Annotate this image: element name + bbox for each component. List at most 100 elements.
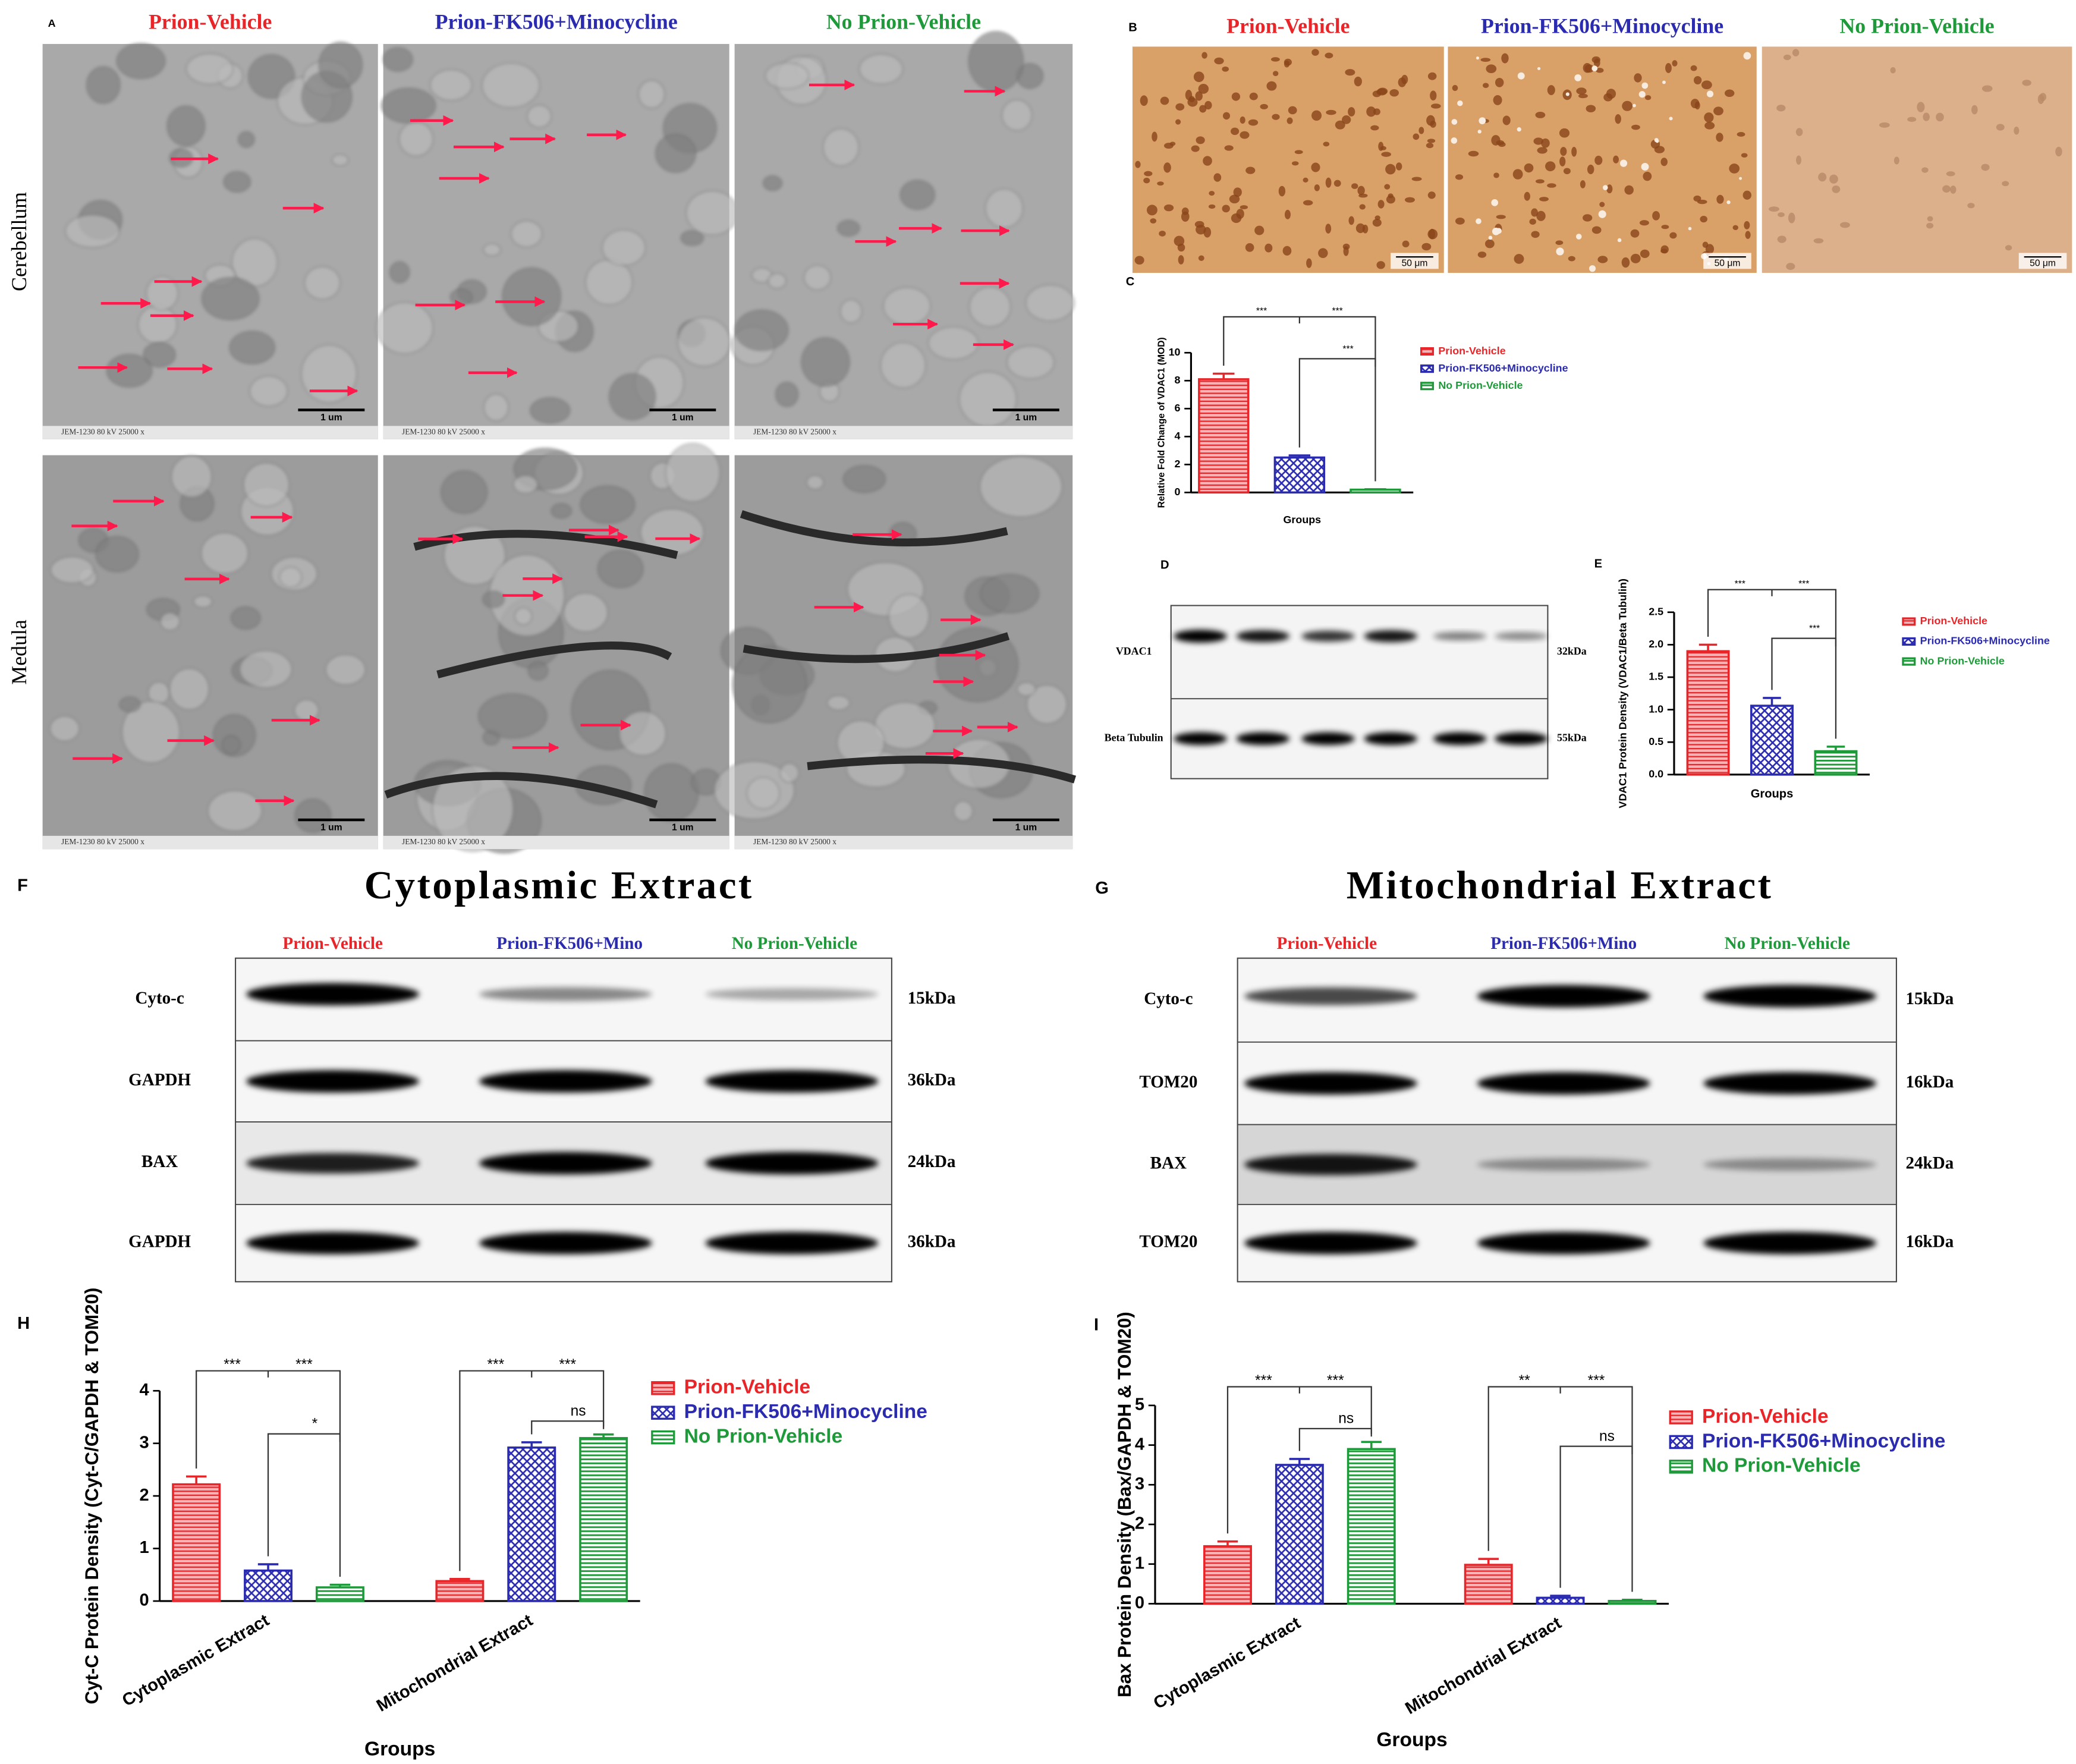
significance: ns [571,1403,586,1419]
organelle [121,700,180,763]
organelle [166,105,206,146]
cell [1927,216,1933,222]
cell [1713,106,1723,116]
cell [1716,194,1724,204]
cell [1477,251,1487,258]
myelin [384,772,658,809]
cell [1187,98,1198,107]
band [1301,732,1355,746]
vacuole [1662,80,1666,84]
cell [1484,239,1495,249]
cell [1333,180,1341,187]
bracket [1707,589,1837,739]
micrograph: JEM-1230 80 kV 25000 x 1 um [42,42,378,439]
band [1477,985,1650,1008]
cell [1209,191,1215,196]
x-axis-label: Groups [364,1738,435,1760]
bracket [1223,316,1376,482]
organelle [968,31,1024,92]
cell [1311,49,1319,56]
x-tick-label: Mitochondrial Extract [1402,1614,1565,1719]
cell [1879,122,1890,128]
organelle [429,69,473,101]
significance: ns [1599,1428,1615,1444]
organelle [665,443,721,502]
cell [1429,228,1435,240]
cell [1291,161,1299,166]
cell [1493,95,1502,105]
cell [1351,183,1358,189]
organelle [243,463,290,507]
organelle [985,188,1024,228]
organelle [806,475,824,490]
y-tick-label: 0.5 [1649,735,1663,747]
bar [244,1569,293,1602]
panel-label: C [1126,275,1135,288]
cell [1359,204,1366,210]
cell [1294,150,1303,155]
legend-swatch [1420,382,1435,391]
cell [1254,225,1265,235]
organelle [86,66,121,104]
cell [1354,76,1362,87]
cell [1185,90,1193,100]
legend-swatch [651,1430,675,1445]
cell [1175,119,1181,125]
vacuole [1488,235,1493,240]
cell [1260,103,1268,109]
panel-label: G [1095,879,1109,898]
legend-label: Prion-FK506+Minocycline [1438,362,1568,374]
scale-bar-label: 1 um [672,413,694,423]
lane-group-label: Prion-FK506+Mino [1490,934,1637,953]
error-bar [257,1563,279,1571]
panel-label: D [1160,559,1169,572]
vacuole [1743,52,1751,60]
cell [1769,206,1779,212]
organelle [979,456,1063,518]
significance: *** [1256,306,1267,316]
cell [1426,115,1435,126]
cell [1704,112,1714,123]
organelle [842,465,886,493]
panel-label: H [17,1314,30,1333]
error-bar [1288,454,1311,458]
protein-label: BAX [141,1152,178,1171]
organelle [478,693,548,738]
scale-bar-label: 1 um [320,823,342,833]
y-tick-label: 1.0 [1649,703,1663,715]
bar [1273,456,1326,494]
significance: *** [224,1357,241,1373]
band [1236,630,1290,643]
y-tick-label: 5 [1135,1395,1144,1414]
cell [1427,139,1436,143]
cell [1545,161,1556,172]
organelle [231,238,278,287]
cell [1729,163,1740,174]
cell [1370,125,1379,131]
organelle [147,681,170,705]
organelle [803,265,831,291]
organelle [482,62,540,108]
y-tick-label: 3 [1135,1474,1144,1493]
caption: JEM-1230 80 kV 25000 x [61,837,144,846]
legend-label: Prion-FK506+Minocycline [1920,635,2050,647]
cell [1536,179,1545,184]
cell [1890,67,1896,74]
organelle [301,344,357,403]
cell [1135,161,1141,168]
y-tick-label: 0.0 [1649,768,1663,780]
cell [1694,101,1700,110]
vacuole [1726,200,1731,205]
x-axis-label: Groups [1376,1729,1447,1751]
cell [1560,147,1567,156]
organelle [1017,682,1036,697]
organelle [899,180,935,210]
cell [1169,142,1176,146]
significance: *** [1588,1373,1605,1389]
caption-strip [734,835,1073,850]
myelin [436,642,672,678]
cell [1613,155,1619,163]
vacuole [1617,238,1622,243]
cell [1282,246,1292,256]
cell [1615,114,1621,124]
